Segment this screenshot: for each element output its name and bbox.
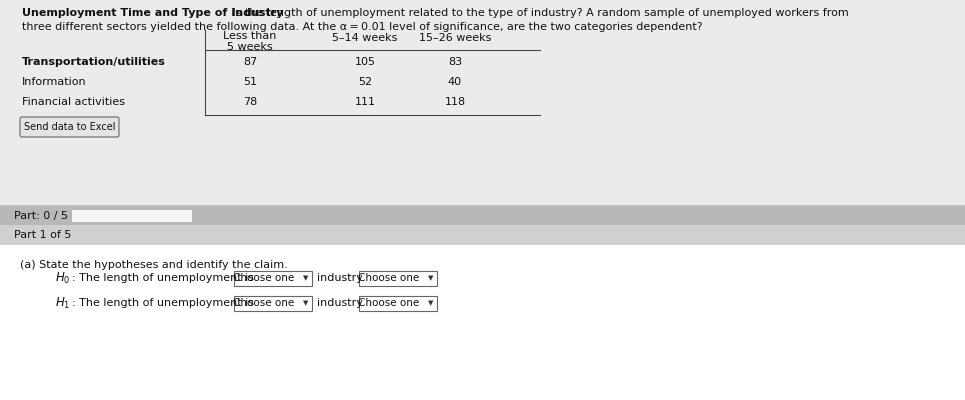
Bar <box>72 210 192 222</box>
Text: Choose one: Choose one <box>234 298 294 308</box>
Text: ▼: ▼ <box>428 275 433 281</box>
Bar <box>234 270 312 286</box>
Text: Send data to Excel: Send data to Excel <box>24 122 115 132</box>
Text: Choose one: Choose one <box>358 273 420 283</box>
Text: Less than: Less than <box>223 31 277 41</box>
Bar <box>0 207 965 225</box>
Text: 105: 105 <box>354 57 375 67</box>
FancyBboxPatch shape <box>20 117 119 137</box>
Text: Part 1 of 5: Part 1 of 5 <box>14 230 71 240</box>
Text: $H_0$: $H_0$ <box>55 270 70 286</box>
Bar <box>359 296 437 310</box>
Text: Choose one: Choose one <box>234 273 294 283</box>
Text: 87: 87 <box>243 57 257 67</box>
Bar <box>359 270 437 286</box>
Text: $H_1$: $H_1$ <box>55 296 70 310</box>
Text: three different sectors yielded the following data. At the α = 0.01 level of sig: three different sectors yielded the foll… <box>22 22 703 32</box>
Text: Information: Information <box>22 77 87 87</box>
Text: ▼: ▼ <box>303 275 309 281</box>
Text: (a) State the hypotheses and identify the claim.: (a) State the hypotheses and identify th… <box>20 260 288 270</box>
Text: Part: 0 / 5: Part: 0 / 5 <box>14 211 68 221</box>
Text: 111: 111 <box>354 97 375 107</box>
Text: 118: 118 <box>445 97 465 107</box>
Bar <box>0 245 965 400</box>
Text: 52: 52 <box>358 77 372 87</box>
Bar <box>0 0 965 205</box>
Text: : The length of unemployment is: : The length of unemployment is <box>72 273 254 283</box>
Text: 83: 83 <box>448 57 462 67</box>
Text: 40: 40 <box>448 77 462 87</box>
Text: Transportation/utilities: Transportation/utilities <box>22 57 166 67</box>
Text: 78: 78 <box>243 97 257 107</box>
Bar <box>234 296 312 310</box>
Text: Is the length of unemployment related to the type of industry? A random sample o: Is the length of unemployment related to… <box>229 8 849 18</box>
Text: 5 weeks: 5 weeks <box>227 42 273 52</box>
Text: Unemployment Time and Type of Industry: Unemployment Time and Type of Industry <box>22 8 284 18</box>
Text: 5–14 weeks: 5–14 weeks <box>332 33 398 43</box>
Text: industry.: industry. <box>317 273 365 283</box>
Text: 15–26 weeks: 15–26 weeks <box>419 33 491 43</box>
Text: : The length of unemployment is: : The length of unemployment is <box>72 298 254 308</box>
Text: Choose one: Choose one <box>358 298 420 308</box>
Text: ▼: ▼ <box>428 300 433 306</box>
Text: ▼: ▼ <box>303 300 309 306</box>
Text: industry.: industry. <box>317 298 365 308</box>
Text: 51: 51 <box>243 77 257 87</box>
Bar <box>0 225 965 245</box>
Text: Financial activities: Financial activities <box>22 97 125 107</box>
